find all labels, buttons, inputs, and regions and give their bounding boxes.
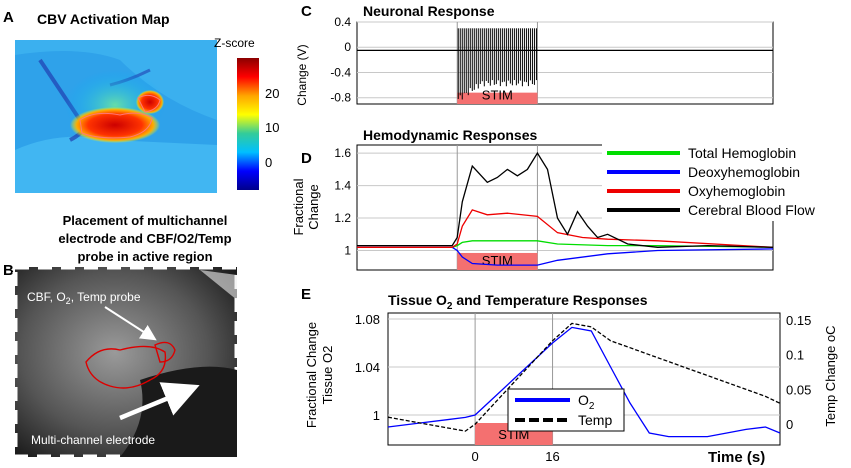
legend-label-o2-subscript: 2 bbox=[589, 401, 595, 412]
series-total-hemoglobin bbox=[357, 240, 774, 248]
panel-d-ylabel-line-2: Change bbox=[306, 184, 321, 230]
legend-label-o2-main: O bbox=[578, 392, 589, 408]
colorbar bbox=[237, 58, 259, 190]
panel-c-stim-label: STIM bbox=[482, 88, 513, 103]
panel-b-title-line-3: probe in active region bbox=[77, 249, 212, 264]
panel-e-xlabel: Time (s) bbox=[708, 449, 765, 466]
colorbar-tick-20: 20 bbox=[265, 86, 279, 101]
panel-a: A CBV Activation Map Z-score 20 10 0 bbox=[3, 9, 279, 193]
panel-e-xtick-16: 16 bbox=[545, 449, 559, 464]
panel-e-title-part-1: Tissue O bbox=[388, 292, 447, 308]
panel-c-axes bbox=[356, 21, 774, 105]
panel-c-ytick-neg-0.4: -0.4 bbox=[330, 65, 351, 79]
legend-label-oxyhemoglobin: Oxyhemoglobin bbox=[688, 183, 785, 199]
legend-label-cerebral-blood-flow: Cerebral Blood Flow bbox=[688, 202, 816, 218]
panel-e-y2tick-0.05: 0.05 bbox=[786, 382, 811, 397]
cbv-activation-map-image bbox=[15, 40, 217, 193]
colorbar-tick-0: 0 bbox=[265, 155, 272, 170]
panel-d-ylabel-line-1: Fractional bbox=[291, 178, 306, 235]
series-o2 bbox=[387, 326, 781, 438]
panel-d-legend: Total Hemoglobin Deoxyhemoglobin Oxyhemo… bbox=[602, 143, 848, 221]
panel-d-letter: D bbox=[301, 150, 312, 167]
legend-label-o2: O2 bbox=[578, 392, 595, 412]
panel-e-title: Tissue O2 and Temperature Responses bbox=[388, 292, 648, 312]
series-oxyhemoglobin bbox=[357, 209, 774, 248]
legend-label-temp: Temp bbox=[578, 412, 612, 428]
panel-e: E Tissue O2 and Temperature Responses ST… bbox=[301, 286, 838, 466]
panel-d-title: Hemodynamic Responses bbox=[363, 127, 537, 143]
panel-b: Placement of multichannel electrode and … bbox=[3, 213, 240, 460]
panel-d: Hemodynamic Responses D STIM Fractional … bbox=[291, 127, 848, 271]
panel-e-y2tick-0.15: 0.15 bbox=[786, 313, 811, 328]
panel-c-spike-burst bbox=[457, 28, 537, 100]
panel-e-xtick-0: 0 bbox=[471, 449, 478, 464]
series-cerebral-blood-flow bbox=[357, 151, 774, 248]
panel-a-letter: A bbox=[3, 9, 14, 26]
legend-label-deoxyhemoglobin: Deoxyhemoglobin bbox=[688, 164, 800, 180]
probe-arrow bbox=[104, 306, 157, 341]
panel-e-ylabel-line-1: Fractional Change bbox=[304, 322, 319, 428]
series-temp bbox=[387, 322, 781, 432]
panel-a-title: CBV Activation Map bbox=[37, 11, 170, 27]
panel-b-letter: B bbox=[3, 262, 14, 279]
panel-e-ytick-1: 1 bbox=[373, 408, 380, 423]
panel-d-ytick-1.2: 1.2 bbox=[334, 211, 351, 225]
panel-c-ytick-0: 0 bbox=[344, 40, 351, 54]
panel-c-grid bbox=[357, 21, 773, 104]
panel-c: C Neuronal Response STIM Change (V) 0.4 … bbox=[295, 3, 774, 106]
panel-d-stim-label: STIM bbox=[482, 253, 513, 268]
panel-e-legend-box bbox=[507, 388, 625, 432]
colorbar-tick-10: 10 bbox=[265, 120, 279, 135]
electrode-arrow bbox=[119, 382, 200, 421]
panel-e-ylabel-right: Temp Change oC bbox=[823, 325, 838, 426]
panel-e-legend: O2 Temp bbox=[507, 388, 625, 432]
panel-b-title-line-1: Placement of multichannel bbox=[63, 213, 228, 228]
electrode-label: Multi-channel electrode bbox=[31, 433, 155, 447]
panel-e-ytick-1.08: 1.08 bbox=[355, 312, 380, 327]
panel-e-title-subscript: 2 bbox=[447, 301, 453, 312]
panel-e-ylabel-line-2: Tissue O2 bbox=[320, 346, 335, 405]
panel-c-letter: C bbox=[301, 3, 312, 20]
panel-b-title-line-2: electrode and CBF/O2/Temp bbox=[58, 231, 231, 246]
panel-c-stim-bar bbox=[457, 92, 538, 104]
panel-e-y2tick-0: 0 bbox=[786, 417, 793, 432]
panel-d-ytick-1: 1 bbox=[344, 244, 351, 258]
panel-d-ytick-1.6: 1.6 bbox=[334, 146, 351, 160]
probe-label-part-1: CBF, O bbox=[27, 290, 66, 304]
colorbar-label: Z-score bbox=[214, 36, 255, 50]
probe-label-subscript: 2 bbox=[66, 296, 71, 306]
probe-label: CBF, O2, Temp probe bbox=[27, 290, 141, 306]
panel-e-letter: E bbox=[301, 286, 311, 303]
series-deoxyhemoglobin bbox=[357, 246, 774, 266]
panel-c-ytick-neg-0.8: -0.8 bbox=[330, 91, 351, 105]
panel-c-title: Neuronal Response bbox=[363, 3, 495, 19]
panel-e-ytick-1.04: 1.04 bbox=[355, 360, 380, 375]
legend-label-total-hemoglobin: Total Hemoglobin bbox=[688, 145, 796, 161]
panel-c-ylabel: Change (V) bbox=[295, 44, 309, 105]
panel-e-title-part-2: and Temperature Responses bbox=[452, 292, 647, 308]
probe-placement-photo bbox=[12, 264, 240, 460]
panel-e-y2tick-0.1: 0.1 bbox=[786, 348, 804, 363]
probe-label-part-2: , Temp probe bbox=[71, 290, 141, 304]
panel-d-ytick-1.4: 1.4 bbox=[334, 179, 351, 193]
panel-c-ytick-0.4: 0.4 bbox=[334, 15, 351, 29]
